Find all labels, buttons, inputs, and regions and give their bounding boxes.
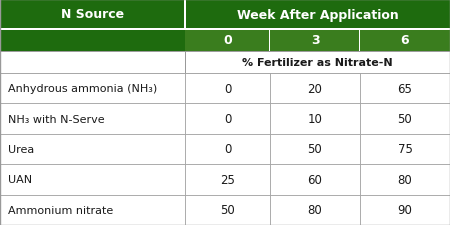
Text: 50: 50 <box>308 143 322 156</box>
Text: 50: 50 <box>220 203 235 216</box>
Text: 3: 3 <box>310 34 320 47</box>
Bar <box>360 195 450 225</box>
Bar <box>359 30 360 52</box>
Bar <box>270 74 360 104</box>
Text: N Source: N Source <box>61 9 124 21</box>
Text: 65: 65 <box>397 82 413 95</box>
Text: 50: 50 <box>398 112 412 126</box>
Bar <box>270 104 360 134</box>
Bar <box>0 29 450 31</box>
Text: 0: 0 <box>223 34 232 47</box>
Bar <box>270 134 360 164</box>
Text: Week After Application: Week After Application <box>237 9 398 21</box>
Text: 0: 0 <box>224 143 231 156</box>
Text: 60: 60 <box>307 173 323 186</box>
Bar <box>185 74 270 104</box>
Bar <box>0 52 450 74</box>
Bar <box>184 0 186 30</box>
Bar <box>0 134 185 164</box>
Text: 0: 0 <box>224 112 231 126</box>
Bar <box>185 104 270 134</box>
Bar <box>185 134 270 164</box>
Text: UAN: UAN <box>8 175 32 184</box>
Text: 20: 20 <box>307 82 323 95</box>
Text: 80: 80 <box>398 173 412 186</box>
Bar <box>269 30 270 52</box>
Bar <box>0 74 185 104</box>
Text: Anhydrous ammonia (NH₃): Anhydrous ammonia (NH₃) <box>8 84 157 94</box>
Bar <box>0 30 185 52</box>
Text: 10: 10 <box>307 112 323 126</box>
Text: Urea: Urea <box>8 144 34 154</box>
Bar <box>270 195 360 225</box>
Text: Ammonium nitrate: Ammonium nitrate <box>8 205 113 215</box>
Text: 75: 75 <box>397 143 413 156</box>
Bar <box>0 28 450 30</box>
Text: 25: 25 <box>220 173 235 186</box>
Bar <box>360 104 450 134</box>
Bar <box>270 164 360 195</box>
Text: 90: 90 <box>397 203 413 216</box>
Bar <box>0 195 185 225</box>
Bar <box>360 30 450 52</box>
Bar <box>185 164 270 195</box>
Bar <box>270 30 360 52</box>
Text: 80: 80 <box>308 203 322 216</box>
Bar <box>184 52 185 74</box>
Bar <box>0 164 185 195</box>
Text: % Fertilizer as Nitrate-N: % Fertilizer as Nitrate-N <box>242 58 393 68</box>
Bar <box>0 104 185 134</box>
Text: 6: 6 <box>400 34 410 47</box>
Text: NH₃ with N-Serve: NH₃ with N-Serve <box>8 114 104 124</box>
Bar <box>360 134 450 164</box>
Text: 0: 0 <box>224 82 231 95</box>
Bar <box>0 0 450 30</box>
Bar <box>185 195 270 225</box>
Bar <box>185 30 270 52</box>
Bar <box>360 74 450 104</box>
Bar <box>360 164 450 195</box>
